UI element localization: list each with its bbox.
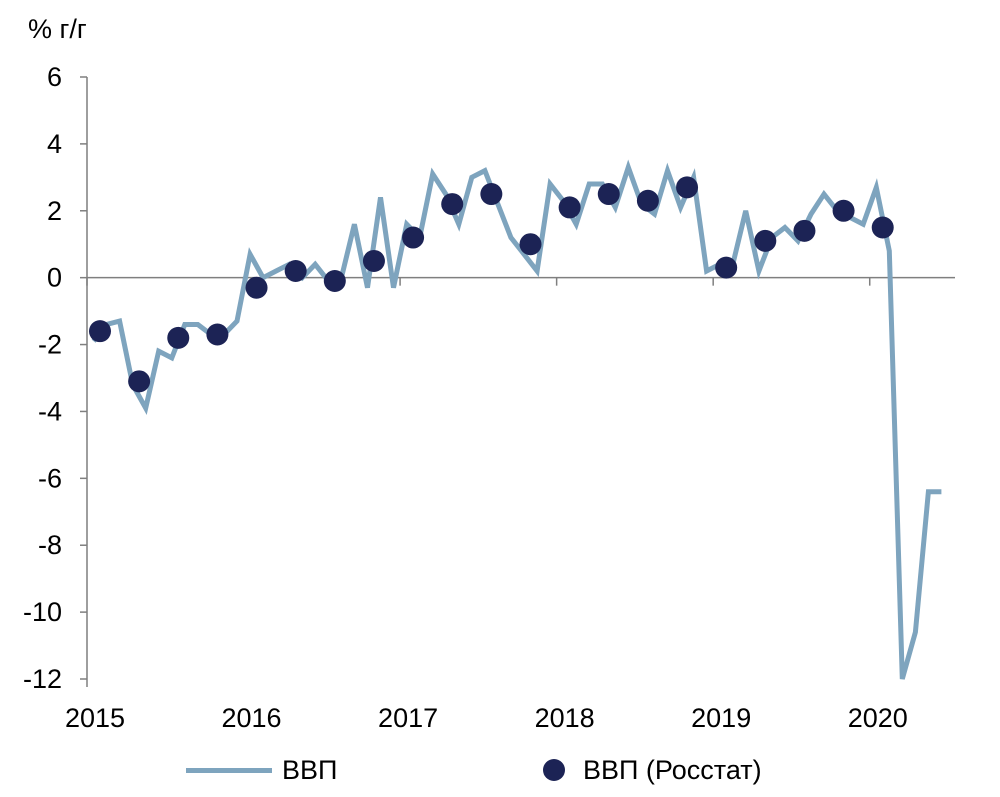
x-tick-label: 2019 [691,703,751,733]
y-tick-label: -12 [23,664,62,694]
gdp-rosstat-point [206,323,229,346]
x-tick-label: 2020 [848,703,908,733]
gdp-rosstat-point [597,183,620,206]
y-tick-label: -8 [38,530,62,560]
gdp-rosstat-point [323,270,346,293]
marker-series [88,176,894,393]
line-series [91,159,942,680]
y-axis-label: % г/г [28,14,87,44]
y-tick-label: 0 [47,263,62,293]
legend-dot-swatch [543,759,565,781]
gdp-rosstat-point [245,276,268,299]
y-tick-label: 2 [47,196,62,226]
gdp-rosstat-point [362,249,385,272]
gdp-rosstat-point [441,193,464,216]
legend-item-line: ВВП [186,750,337,790]
legend-label-gdp: ВВП [282,754,338,785]
gdp-rosstat-point [754,229,777,252]
x-tick-label: 2016 [222,703,282,733]
y-tick-label: -4 [38,396,62,426]
gdp-rosstat-point [832,199,855,222]
gdp-line [91,159,942,680]
gdp-rosstat-point [793,219,816,242]
gdp-rosstat-point [128,370,151,393]
x-tick-label: 2017 [378,703,438,733]
gdp-rosstat-point [480,183,503,206]
y-tick-label: -6 [38,463,62,493]
gdp-rosstat-point [715,256,738,279]
gdp-rosstat-point [676,176,699,199]
y-tick-label: 6 [47,62,62,92]
gdp-rosstat-point [167,326,190,349]
legend-line-swatch [186,767,272,773]
gdp-rosstat-point [519,233,542,256]
gdp-rosstat-point [558,196,581,219]
gdp-rosstat-point [88,320,111,343]
x-tick-label: 2015 [65,703,125,733]
gdp-rosstat-point [636,189,659,212]
gdp-rosstat-point [284,259,307,282]
legend-item-markers: ВВП (Росстат) [543,750,762,790]
y-tick-label: -2 [38,330,62,360]
y-tick-label: 4 [47,129,62,159]
legend-label-gdp-rosstat: ВВП (Росстат) [583,754,762,785]
gdp-rosstat-point [871,216,894,239]
y-tick-label: -10 [23,597,62,627]
x-tick-label: 2018 [535,703,595,733]
gdp-rosstat-point [402,226,425,249]
